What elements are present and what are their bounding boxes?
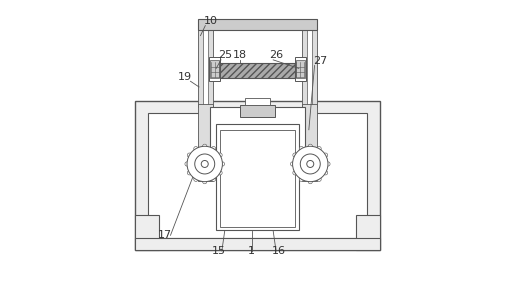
Circle shape [201, 160, 208, 167]
Bar [216, 124, 299, 230]
Bar [198, 21, 213, 107]
Circle shape [293, 153, 297, 157]
Bar [220, 130, 295, 227]
Text: 25: 25 [218, 50, 232, 60]
Bar [209, 57, 220, 81]
Circle shape [212, 177, 216, 181]
Bar [203, 23, 208, 105]
Circle shape [195, 154, 215, 174]
Bar [216, 63, 299, 78]
Circle shape [326, 162, 330, 166]
Circle shape [290, 162, 295, 166]
Circle shape [212, 147, 216, 151]
Circle shape [185, 162, 189, 166]
Text: 1: 1 [248, 246, 255, 256]
Bar [307, 23, 312, 105]
Circle shape [308, 179, 313, 184]
Circle shape [307, 160, 314, 167]
Circle shape [308, 144, 313, 148]
Bar [296, 60, 304, 78]
Bar [295, 57, 306, 81]
Bar [211, 107, 304, 178]
Circle shape [300, 154, 320, 174]
Bar [241, 105, 274, 117]
Text: 27: 27 [313, 56, 328, 66]
Bar [135, 238, 380, 249]
Text: 17: 17 [158, 230, 172, 240]
Circle shape [299, 147, 303, 151]
Circle shape [218, 171, 222, 175]
Circle shape [299, 177, 303, 181]
Text: 16: 16 [272, 246, 286, 256]
Bar [302, 21, 317, 107]
Bar [198, 18, 317, 30]
Circle shape [323, 153, 328, 157]
Circle shape [220, 162, 225, 166]
Bar [245, 98, 270, 105]
Bar [302, 104, 317, 181]
Circle shape [187, 146, 222, 182]
Text: 18: 18 [233, 50, 247, 60]
Text: 26: 26 [269, 50, 283, 60]
Bar [135, 101, 380, 249]
Bar [148, 113, 367, 238]
Text: 15: 15 [212, 246, 226, 256]
Circle shape [187, 153, 192, 157]
Circle shape [194, 177, 198, 181]
Circle shape [323, 171, 328, 175]
Circle shape [202, 179, 207, 184]
Bar [198, 104, 213, 181]
Circle shape [317, 147, 321, 151]
Circle shape [293, 146, 328, 182]
Circle shape [194, 147, 198, 151]
Bar [356, 215, 380, 249]
Bar [135, 215, 159, 249]
Circle shape [218, 153, 222, 157]
Circle shape [202, 144, 207, 148]
Circle shape [317, 177, 321, 181]
Circle shape [187, 171, 192, 175]
Bar [211, 60, 219, 78]
Circle shape [293, 171, 297, 175]
Text: 10: 10 [204, 16, 218, 26]
Text: 19: 19 [178, 72, 192, 82]
